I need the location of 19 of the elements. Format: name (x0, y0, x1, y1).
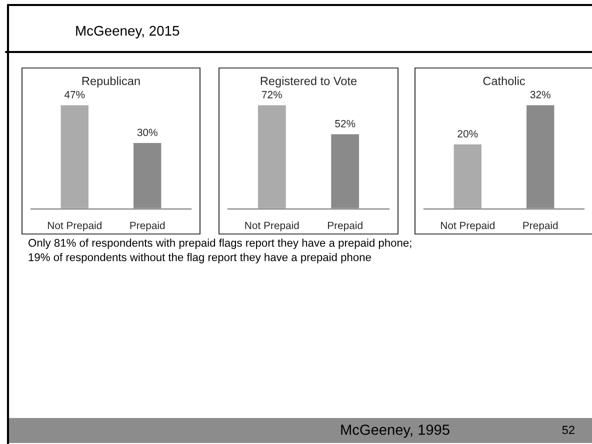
text: McGeeney, 1995 (341, 424, 450, 438)
chart-title: Republican (82, 76, 140, 88)
chart-title: Registered to Vote (260, 76, 357, 88)
data-label: 47% (64, 90, 85, 98)
text: McGeeney, 2015 (76, 26, 180, 38)
x-tick-label: Not Prepaid (245, 222, 299, 232)
text: Only 81% of respondents with prepaid flags report they have a prepaid phone; 19% of respondents without the flag report they have a prepaid phone (28, 238, 412, 264)
chart-title: Catholic (483, 76, 526, 86)
text: 52 (562, 426, 574, 434)
x-tick-label: Prepaid (130, 222, 165, 232)
x-tick-label: Prepaid (328, 222, 362, 232)
x-tick-label: Prepaid (523, 222, 558, 232)
x-tick-label: Not Prepaid (440, 222, 494, 232)
data-label: 32% (530, 90, 550, 98)
data-label: 72% (262, 90, 282, 98)
data-label: 20% (458, 130, 478, 138)
data-label: 30% (137, 128, 158, 136)
x-tick-label: Not Prepaid (48, 222, 102, 232)
data-label: 52% (335, 120, 356, 128)
